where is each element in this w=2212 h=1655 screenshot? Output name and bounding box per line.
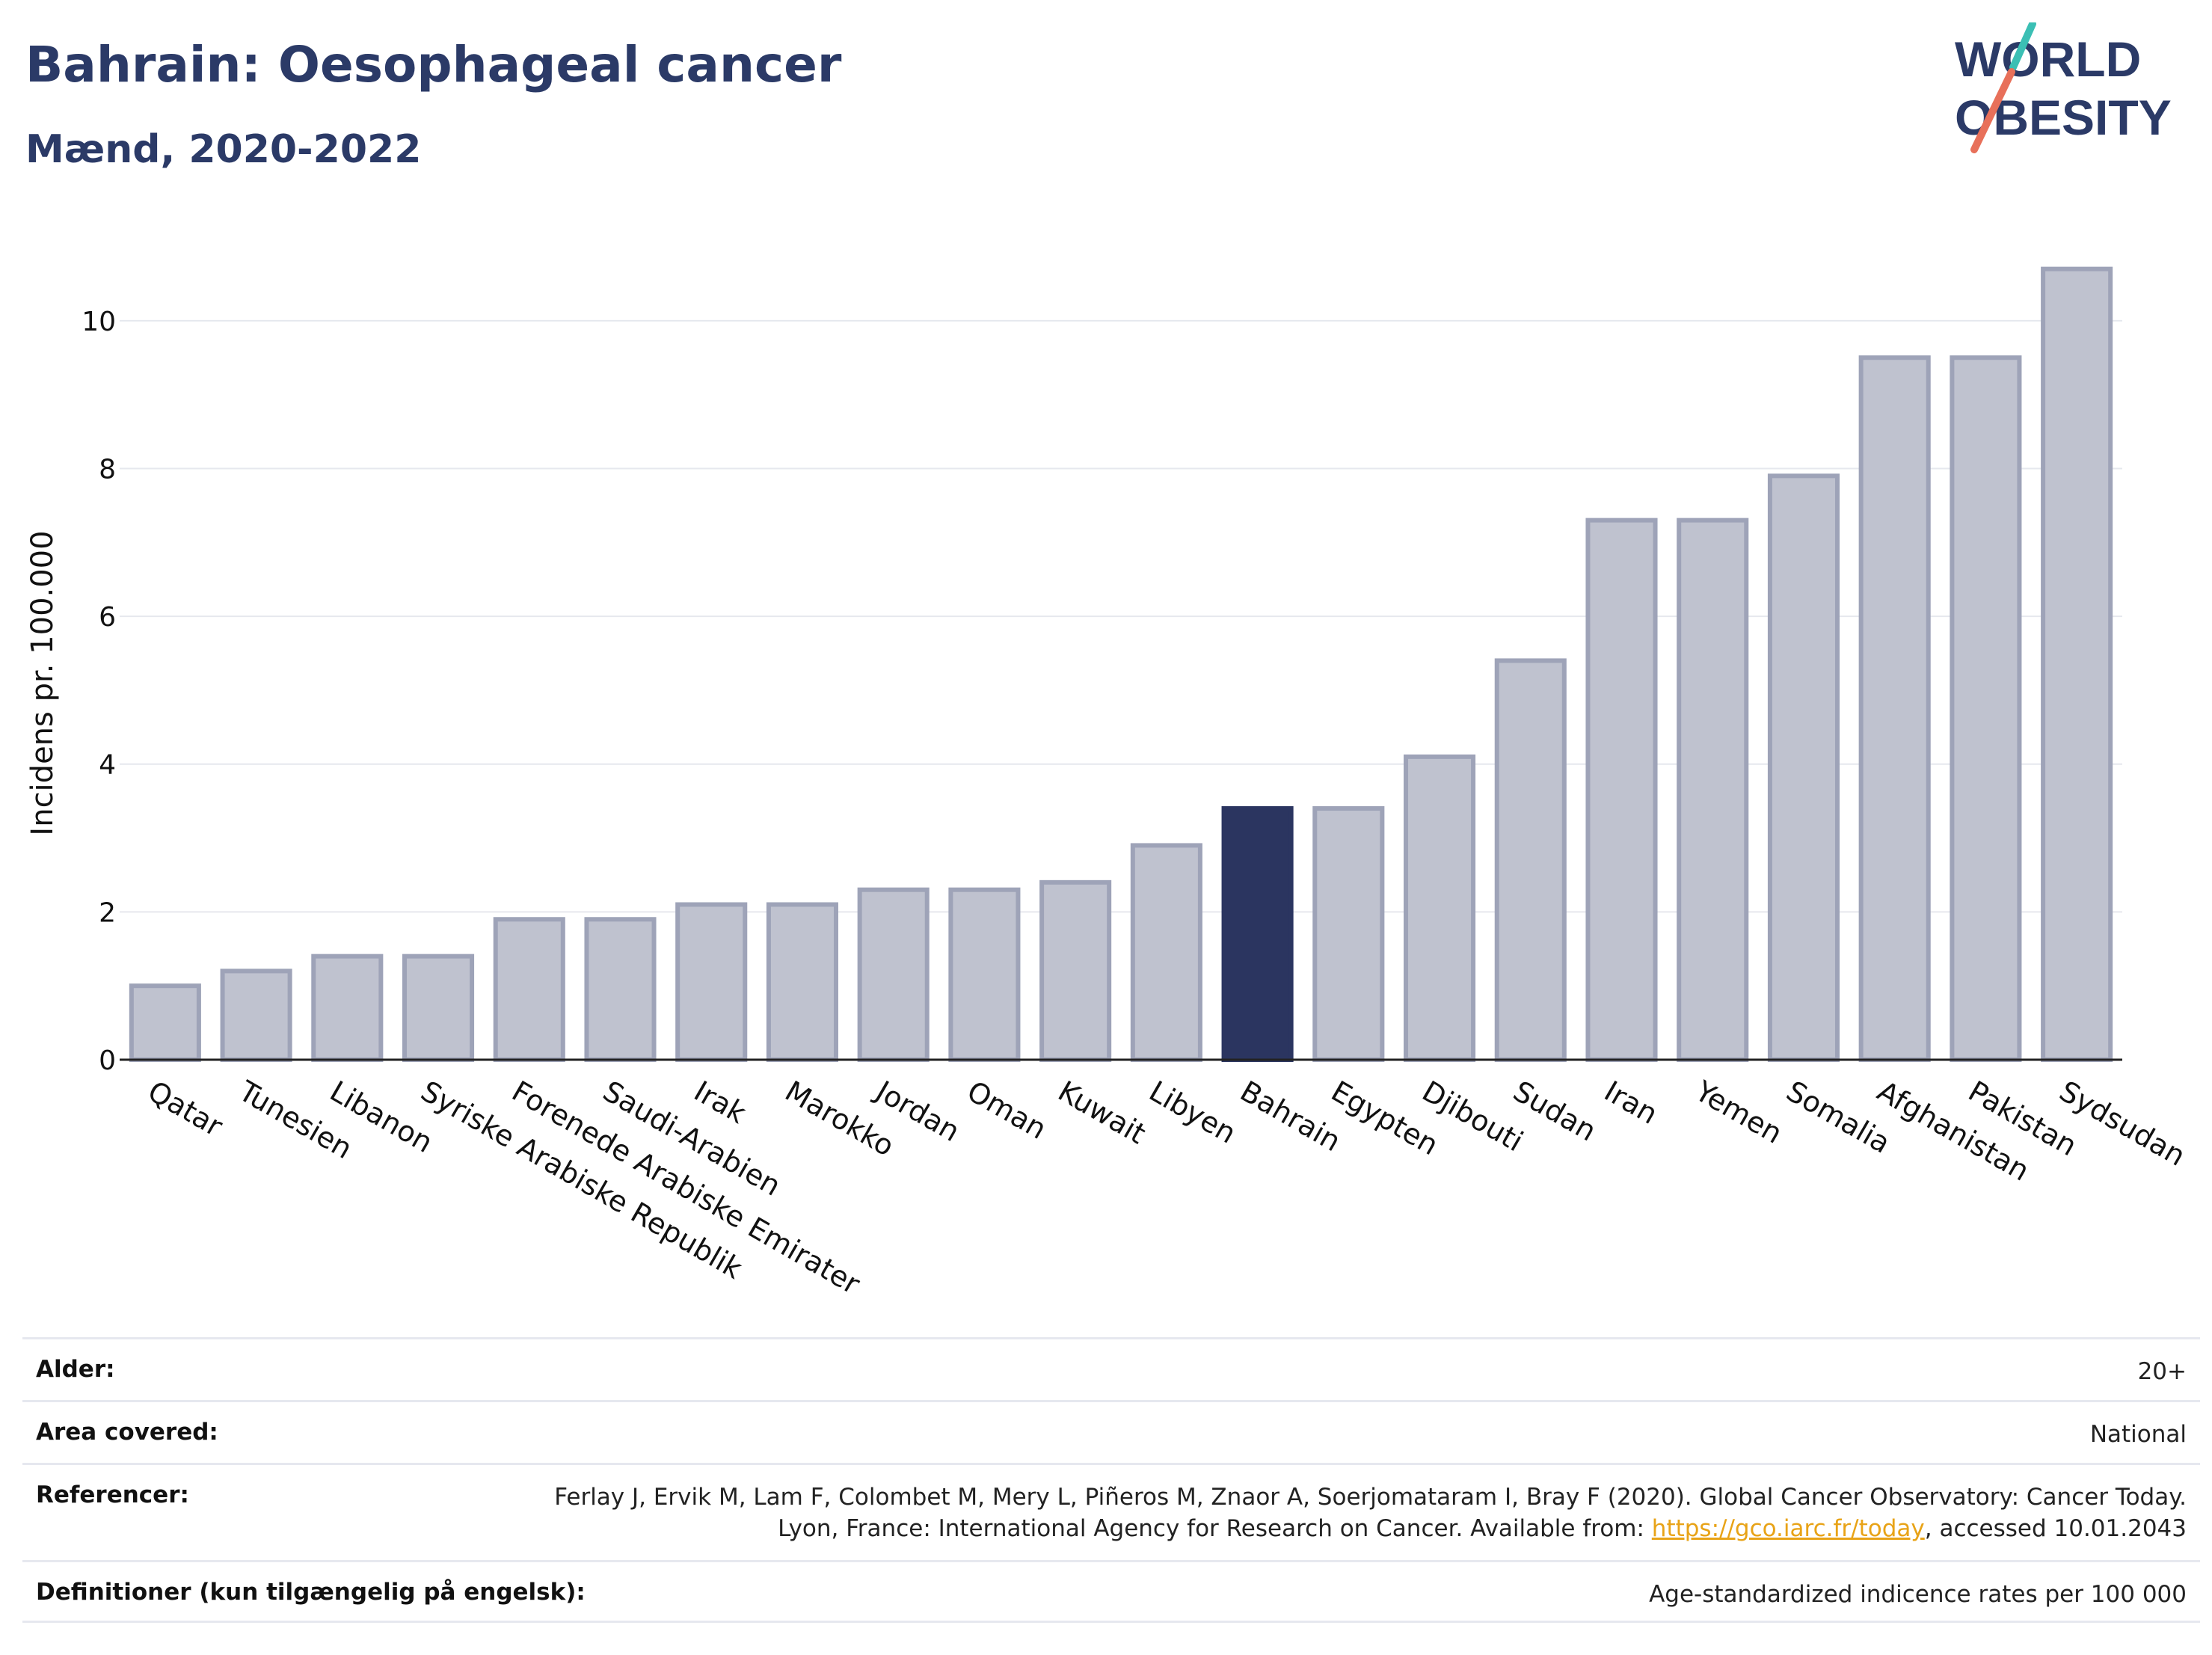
x-tick-label: Qatar	[142, 1075, 228, 1143]
table-row-area: Area covered: National	[22, 1400, 2200, 1463]
row-value: National	[2089, 1421, 2187, 1448]
table-row-definitions: Definitioner (kun tilgængelig på engelsk…	[22, 1560, 2200, 1623]
bar-qatar	[129, 983, 201, 1062]
bar-bahrain	[1221, 806, 1294, 1062]
x-tick-label: Irak	[689, 1075, 752, 1130]
x-tick-label: Somalia	[1781, 1075, 1896, 1160]
table-row-age: Alder: 20+	[22, 1337, 2200, 1400]
x-tick-label: Yemen	[1689, 1074, 1788, 1150]
x-tick-label: Bahrain	[1235, 1075, 1346, 1158]
y-tick-label: 10	[82, 307, 116, 337]
bar-sydsudan	[2041, 266, 2113, 1062]
bar-libanon	[311, 954, 384, 1062]
bar-jordan	[857, 887, 930, 1063]
x-tick-label: Oman	[962, 1075, 1052, 1146]
y-tick-label: 2	[99, 897, 116, 928]
y-axis-label: Incidens pr. 100.000	[25, 530, 60, 835]
bar-oman	[948, 887, 1021, 1063]
bar-afghanistan	[1858, 355, 1931, 1062]
row-label: Alder:	[36, 1356, 115, 1383]
table-row-references: Referencer: Ferlay J, Ervik M, Lam F, Co…	[22, 1463, 2200, 1560]
row-label: Referencer:	[36, 1481, 189, 1508]
y-tick-label: 0	[99, 1045, 116, 1076]
row-value: Age-standardized indicence rates per 100…	[1649, 1581, 2187, 1608]
bars	[129, 266, 2113, 1063]
info-table: Alder: 20+ Area covered: National Refere…	[22, 1337, 2200, 1623]
reference-link[interactable]: https://gco.iarc.fr/today	[1651, 1515, 1925, 1542]
row-value: Ferlay J, Ervik M, Lam F, Colombet M, Me…	[541, 1481, 2187, 1544]
x-tick-label: Afghanistan	[1872, 1075, 2035, 1188]
x-tick-label: Libyen	[1143, 1075, 1241, 1150]
bar-pakistan	[1950, 355, 2022, 1062]
bar-kuwait	[1039, 879, 1112, 1062]
y-tick-label: 4	[99, 750, 116, 781]
bar-iran	[1585, 518, 1658, 1062]
x-tick-label: Sydsudan	[2054, 1075, 2191, 1173]
y-tick-label: 8	[99, 454, 116, 485]
logo-word-1: WORLD	[1955, 31, 2141, 87]
chart-title: Bahrain: Oesophageal cancer	[25, 36, 842, 93]
bar-forenede-arabiske-emirater	[493, 917, 565, 1063]
bar-egypten	[1312, 806, 1385, 1062]
bar-djibouti	[1404, 754, 1476, 1062]
reference-text: Ferlay J, Ervik M, Lam F, Colombet M, Me…	[554, 1484, 2187, 1542]
bar-libyen	[1130, 843, 1202, 1062]
y-tick-label: 6	[99, 602, 116, 633]
bar-yemen	[1677, 518, 1749, 1062]
bar-saudi-arabien	[584, 917, 657, 1063]
bar-irak	[675, 902, 748, 1062]
row-value: 20+	[2137, 1358, 2187, 1385]
reference-accessed: , accessed 10.01.2043	[1924, 1515, 2187, 1542]
chart-subtitle: Mænd, 2020-2022	[25, 127, 422, 172]
x-tick-label: Iran	[1599, 1075, 1663, 1131]
bar-somalia	[1767, 473, 1840, 1062]
bar-syriske-arabiske-republik	[402, 954, 475, 1062]
bar-marokko	[766, 902, 838, 1062]
y-axis-ticks: 0 2 4 6 8 10	[82, 307, 116, 1076]
bar-sudan	[1494, 658, 1567, 1062]
row-label: Area covered:	[36, 1419, 218, 1446]
bar-tunesien	[220, 968, 292, 1063]
row-label: Definitioner (kun tilgængelig på engelsk…	[36, 1579, 586, 1606]
world-obesity-logo: WORLD OBESITY	[1955, 22, 2172, 153]
x-tick-label: Kuwait	[1053, 1075, 1152, 1151]
